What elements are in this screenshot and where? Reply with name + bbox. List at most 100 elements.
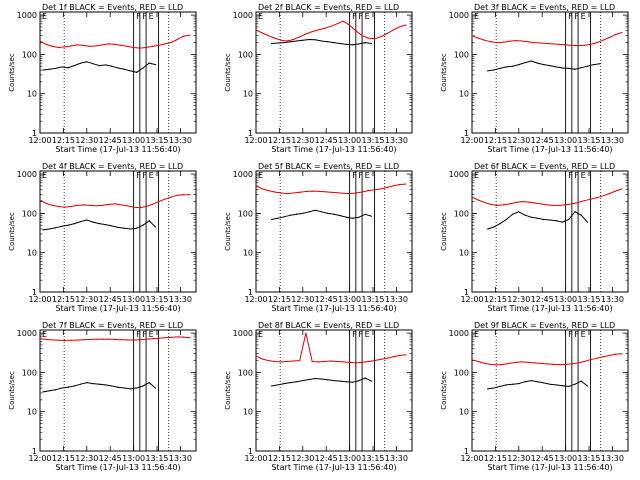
lld-point	[157, 337, 160, 339]
plot-frame	[255, 329, 413, 452]
lld-point	[614, 33, 617, 36]
events-series-line	[43, 61, 156, 73]
lld-point	[490, 203, 492, 205]
lld-point	[477, 199, 479, 201]
lld-series-line	[255, 20, 406, 42]
events-point	[48, 390, 50, 392]
panel-title: Det 2f BLACK = Events, RED = LLD	[258, 3, 399, 12]
lld-point	[101, 44, 103, 46]
events-point	[129, 388, 132, 390]
flag-label: E	[474, 12, 479, 21]
y-tick-label: 100	[454, 50, 469, 59]
lld-point	[311, 190, 313, 192]
lld-point	[126, 45, 128, 47]
events-point	[370, 42, 373, 45]
events-point	[86, 219, 88, 221]
x-tick-label: 12:30	[291, 295, 314, 304]
lld-point	[558, 204, 560, 206]
flag-label: F	[142, 12, 147, 21]
x-tick-label: 13:00	[122, 454, 145, 463]
lld-point	[58, 205, 60, 208]
events-point	[499, 385, 501, 388]
y-axis-label: Counts/sec	[8, 53, 16, 92]
x-tick-label: 12:45	[531, 136, 554, 145]
panel-title: Det 3f BLACK = Events, RED = LLD	[474, 3, 615, 12]
x-tick-label: 13:00	[554, 295, 577, 304]
lld-point	[577, 44, 579, 47]
x-tick-label: 13:30	[385, 136, 408, 145]
plot-frame	[255, 11, 413, 134]
events-point	[129, 70, 132, 72]
events-point	[295, 40, 298, 42]
events-point	[561, 67, 564, 69]
lld-point	[546, 363, 548, 365]
lld-point	[151, 45, 153, 47]
flag-label: E	[42, 330, 47, 339]
events-point	[86, 61, 88, 63]
flag-label: F	[352, 171, 357, 180]
lld-point	[70, 339, 72, 341]
lld-point	[608, 354, 610, 357]
lld-point	[621, 31, 623, 34]
flag-label: F	[568, 12, 573, 21]
y-tick-label: 1	[248, 288, 253, 297]
events-point	[536, 381, 539, 383]
events-point	[123, 227, 125, 229]
x-tick-label: 13:00	[338, 136, 361, 145]
events-point	[574, 383, 576, 385]
x-tick-label: 13:15	[361, 295, 384, 304]
events-point	[487, 388, 489, 390]
lld-point	[292, 360, 295, 362]
lld-point	[614, 190, 617, 192]
lld-point	[583, 200, 585, 202]
x-tick-label: 12:15	[52, 454, 75, 463]
y-tick-label: 1	[464, 288, 469, 297]
events-point	[142, 385, 144, 387]
events-point	[283, 41, 285, 44]
lld-point	[496, 204, 498, 206]
lld-point	[286, 192, 288, 195]
lld-point	[151, 203, 153, 205]
flag-label: F	[352, 330, 357, 339]
events-point	[61, 387, 63, 389]
lld-point	[182, 194, 185, 196]
panel-title: Det 7f BLACK = Events, RED = LLD	[42, 321, 183, 330]
flag-label: F	[568, 171, 573, 180]
flag-label: E	[474, 171, 479, 180]
y-tick-label: 100	[454, 368, 469, 377]
events-point	[302, 39, 304, 41]
x-tick-label: 12:45	[315, 136, 338, 145]
lld-point	[546, 42, 548, 45]
events-point	[511, 213, 514, 215]
lld-point	[39, 338, 41, 340]
lld-point	[95, 205, 97, 207]
events-point	[333, 379, 335, 382]
lld-point	[502, 363, 504, 365]
y-tick-label: 100	[238, 368, 253, 377]
events-point	[370, 380, 373, 382]
events-point	[561, 221, 564, 223]
lld-point	[51, 45, 54, 47]
lld-point	[330, 191, 332, 193]
lld-point	[95, 338, 97, 340]
events-series-line	[487, 60, 600, 72]
y-tick-label: 10	[459, 408, 469, 417]
lld-point	[367, 37, 369, 39]
x-tick-label: 12:00	[28, 295, 51, 304]
lld-point	[471, 35, 473, 37]
lld-point	[280, 39, 282, 41]
events-point	[61, 66, 63, 68]
flag-label: E	[258, 330, 263, 339]
events-point	[142, 67, 144, 69]
events-point	[104, 223, 107, 226]
events-point	[320, 40, 323, 42]
events-point	[530, 60, 532, 62]
x-tick-label: 12:15	[52, 136, 75, 145]
events-point	[327, 379, 329, 381]
lld-point	[552, 204, 554, 206]
events-point	[111, 225, 113, 227]
events-point	[518, 382, 520, 385]
lld-point	[311, 31, 313, 33]
